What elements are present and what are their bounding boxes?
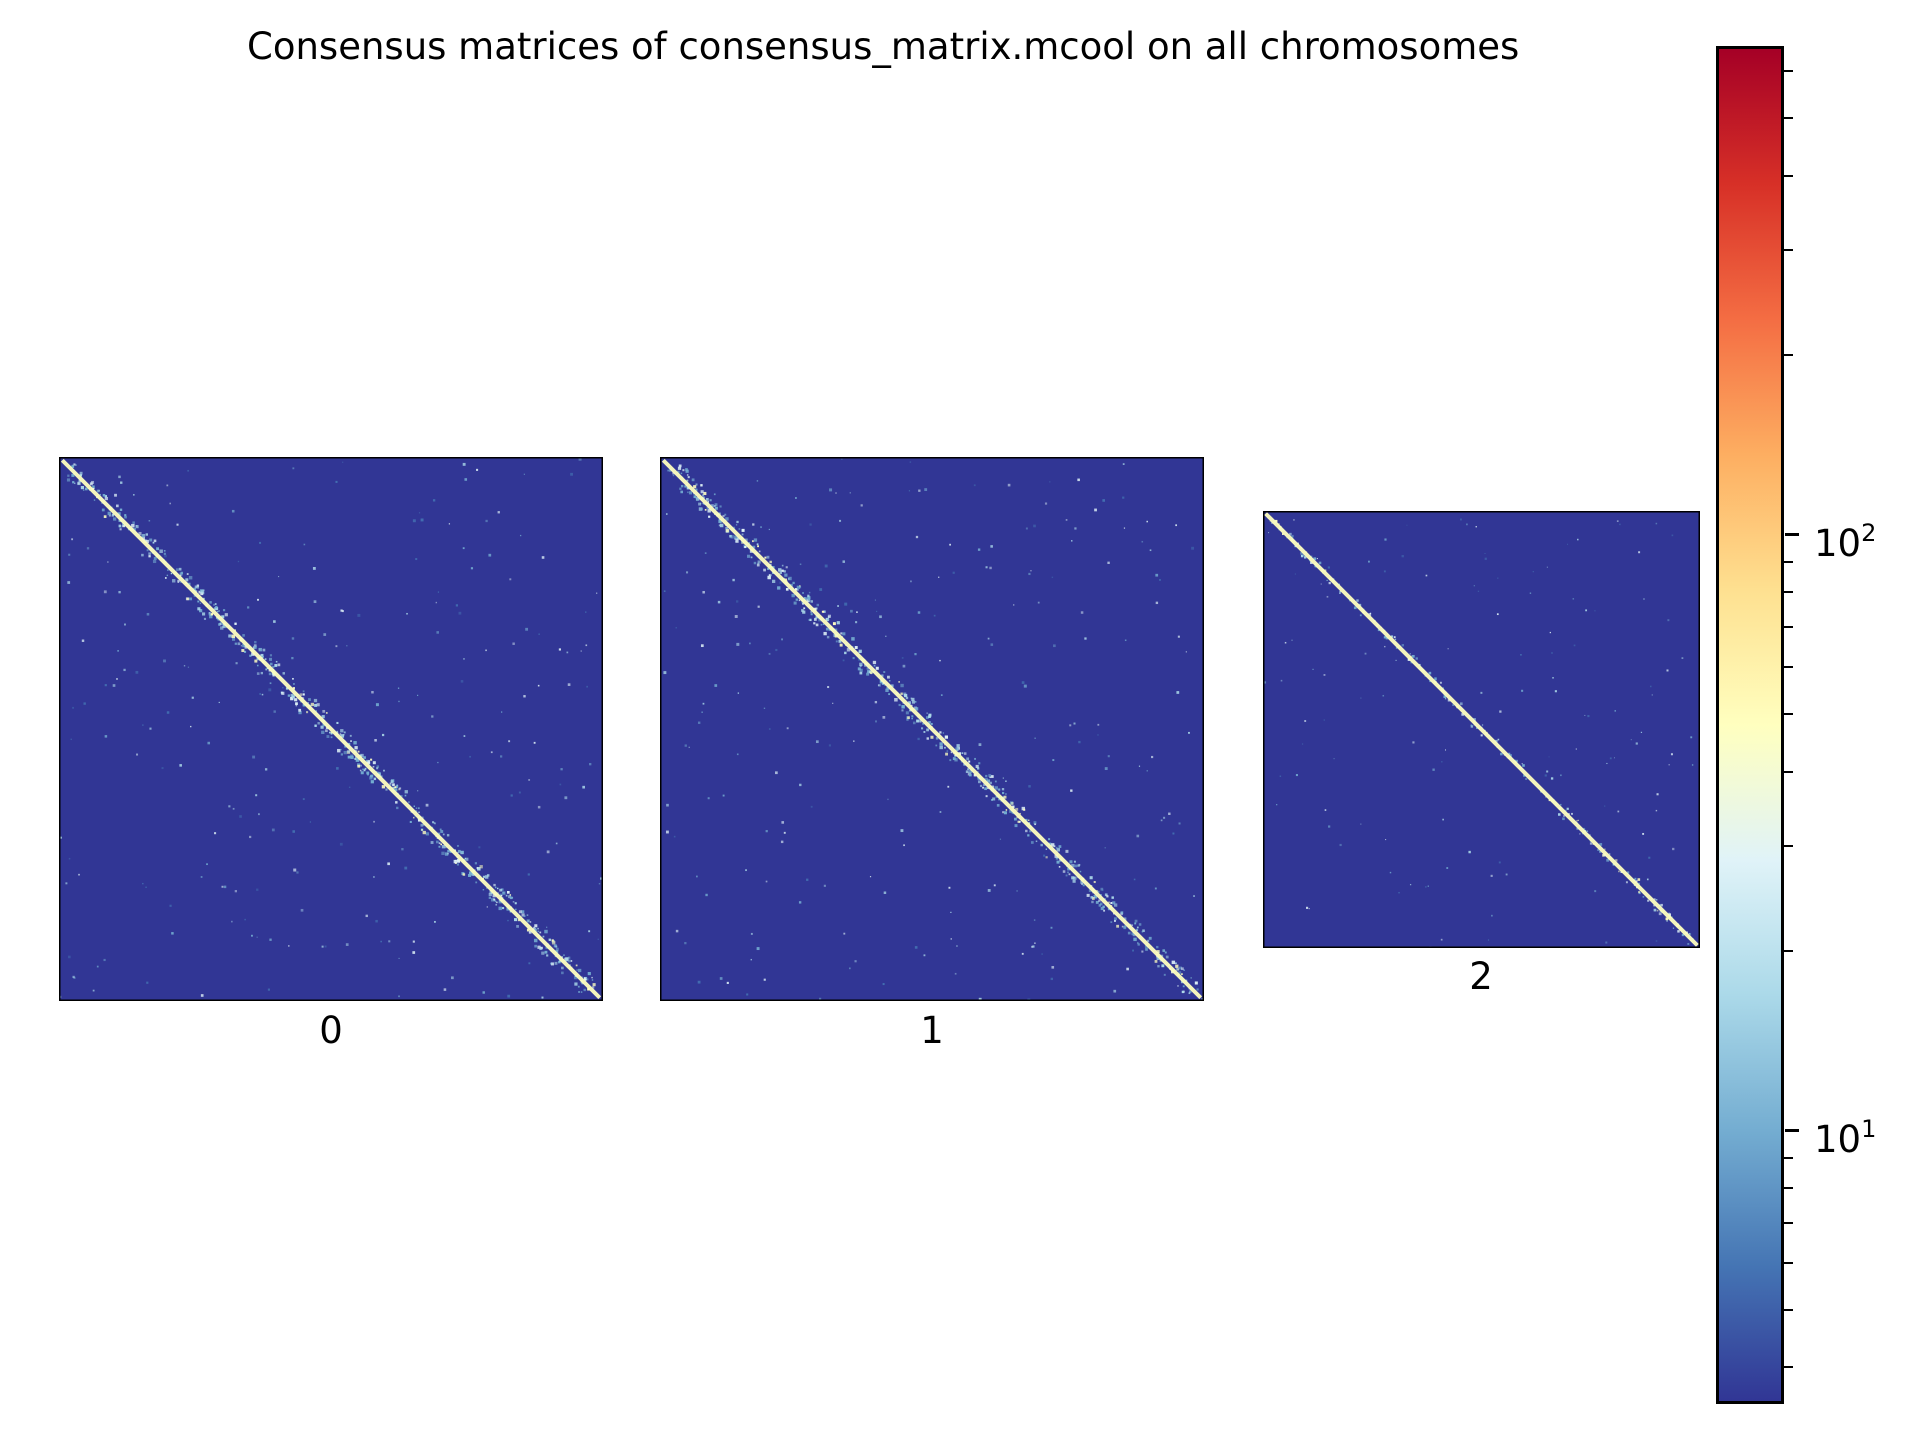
matrix-diagonal-2 xyxy=(1266,514,1698,946)
colorbar-tick-label-100: 102 xyxy=(1814,512,1876,565)
matrix-offdiagonal-speckles-2 xyxy=(1263,518,1700,948)
colorbar xyxy=(1716,46,1799,1404)
tick-exponent: 2 xyxy=(1861,519,1877,548)
colorbar-minor-tick xyxy=(1784,249,1793,252)
colorbar-minor-tick xyxy=(1784,1261,1793,1264)
matrix-heatmap-1 xyxy=(660,457,1204,1001)
chart-title: Consensus matrices of consensus_matrix.m… xyxy=(247,25,1520,68)
colorbar-minor-tick xyxy=(1784,770,1793,773)
colorbar-minor-tick xyxy=(1784,69,1793,72)
matrix-heatmap-0 xyxy=(59,457,603,1001)
matrix-diagonal-1 xyxy=(663,460,1200,997)
colorbar-minor-tick xyxy=(1784,949,1793,952)
matrix-offdiagonal-speckles-0 xyxy=(59,457,603,1001)
matrix-label-0: 0 xyxy=(319,1009,343,1052)
tick-exponent: 1 xyxy=(1861,1115,1877,1144)
colorbar-minor-tick xyxy=(1784,625,1793,628)
matrix-near-diagonal-signal-1 xyxy=(667,466,1199,995)
colorbar-minor-tick xyxy=(1784,845,1793,847)
colorbar-major-tick xyxy=(1785,1129,1799,1133)
matrix-heatmap-2 xyxy=(1263,511,1700,948)
tick-base: 10 xyxy=(1814,522,1862,566)
colorbar-minor-tick xyxy=(1784,712,1793,715)
colorbar-minor-tick xyxy=(1784,116,1793,119)
colorbar-minor-tick xyxy=(1784,665,1793,668)
colorbar-minor-tick xyxy=(1784,560,1793,563)
colorbar-minor-tick xyxy=(1784,1187,1793,1190)
colorbar-major-tick xyxy=(1785,533,1799,537)
colorbar-minor-tick xyxy=(1784,1366,1793,1369)
matrix-panel-0 xyxy=(59,457,603,1001)
matrix-panel-2 xyxy=(1263,511,1700,948)
colorbar-minor-tick xyxy=(1784,591,1793,594)
colorbar-minor-tick xyxy=(1784,354,1793,356)
colorbar-minor-tick xyxy=(1784,1308,1793,1311)
matrix-label-2: 2 xyxy=(1469,955,1493,998)
colorbar-tick-label-10: 101 xyxy=(1814,1108,1876,1161)
colorbar-gradient xyxy=(1719,49,1781,1401)
matrix-panel-1 xyxy=(660,457,1204,1001)
colorbar-minor-tick xyxy=(1784,174,1793,177)
tick-base: 10 xyxy=(1814,1118,1862,1162)
colorbar-minor-tick xyxy=(1784,1156,1793,1159)
colorbar-minor-tick xyxy=(1784,1221,1793,1224)
matrix-label-1: 1 xyxy=(920,1009,944,1052)
matrix-diagonal-0 xyxy=(62,460,599,997)
